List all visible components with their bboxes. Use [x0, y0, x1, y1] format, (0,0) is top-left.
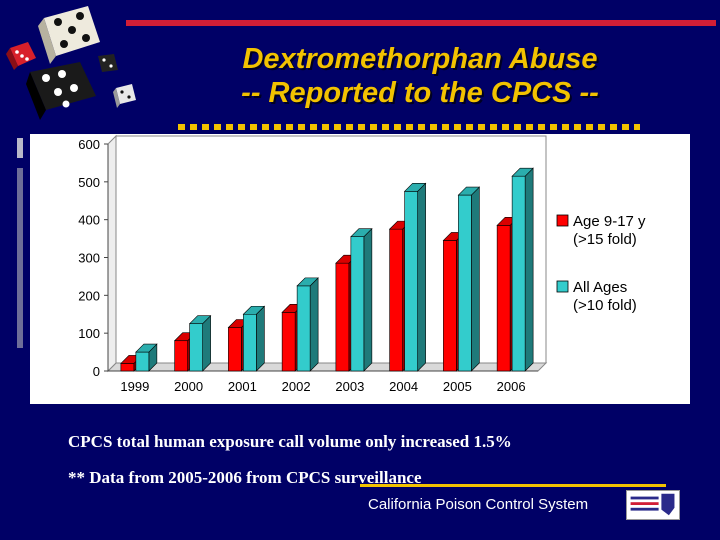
chart-floor — [106, 362, 548, 372]
legend-label-1: All Ages — [573, 279, 627, 296]
side-accent-bar — [17, 168, 23, 348]
bar-all-ages-2003 — [350, 227, 373, 372]
legend-sublabel-1: (>10 fold) — [573, 297, 637, 314]
x-tick-label: 1999 — [120, 379, 149, 394]
legend-swatch-1 — [556, 280, 569, 293]
bar-all-ages-2006 — [511, 167, 534, 372]
dice-cluster-icon — [6, 6, 136, 120]
legend-swatch-0 — [556, 214, 569, 227]
side-accent-bar-top — [17, 138, 23, 158]
bar-all-ages-2001 — [242, 305, 266, 372]
y-tick-label: 600 — [78, 137, 100, 152]
x-tick-label: 2004 — [389, 379, 418, 394]
x-tick-label: 2003 — [335, 379, 364, 394]
y-tick-label: 0 — [93, 364, 100, 379]
chart-panel: 0 100 200 300 400 500 600 1999 2000 2001 2002 2003 2… — [30, 134, 690, 404]
x-tick-label: 2005 — [443, 379, 472, 394]
y-tick-label: 200 — [78, 288, 100, 303]
bar-all-ages-2002 — [296, 277, 319, 372]
title-line-1: Dextromethorphan Abuse — [242, 43, 598, 75]
chart-back-wall — [115, 135, 547, 364]
bar-all-ages-2000 — [188, 314, 212, 372]
legend-sublabel-0: (>15 fold) — [573, 231, 637, 248]
slide-title: Dextromethorphan Abuse -- Reported to th… — [160, 42, 680, 110]
top-accent-rule — [126, 20, 716, 26]
bar-all-ages-1999 — [135, 343, 158, 372]
bar-all-ages-2005 — [457, 186, 481, 372]
y-tick-label: 500 — [78, 175, 100, 190]
y-tick-label: 100 — [78, 326, 100, 341]
bar-chart: 0 100 200 300 400 500 600 1999 2000 2001 2002 2003 2… — [78, 134, 646, 394]
x-tick-label: 2002 — [282, 379, 311, 394]
footer-organization: California Poison Control System — [368, 496, 589, 513]
y-tick-label: 300 — [78, 251, 100, 266]
x-tick-label: 2001 — [228, 379, 257, 394]
bar-all-ages-2004 — [403, 182, 427, 372]
note-data-source: ** Data from 2005-2006 from CPCS surveil… — [68, 468, 422, 487]
california-poison-control-logo — [626, 490, 680, 520]
x-tick-label: 2006 — [497, 379, 526, 394]
bottom-accent-rule — [360, 484, 666, 487]
x-tick-label: 2000 — [174, 379, 203, 394]
dotted-divider — [178, 124, 640, 130]
chart-side-wall — [107, 134, 117, 373]
note-call-volume: CPCS total human exposure call volume on… — [68, 432, 512, 451]
title-line-2: -- Reported to the CPCS -- — [241, 77, 599, 109]
y-tick-label: 400 — [78, 213, 100, 228]
legend-label-0: Age 9-17 y — [573, 213, 646, 230]
